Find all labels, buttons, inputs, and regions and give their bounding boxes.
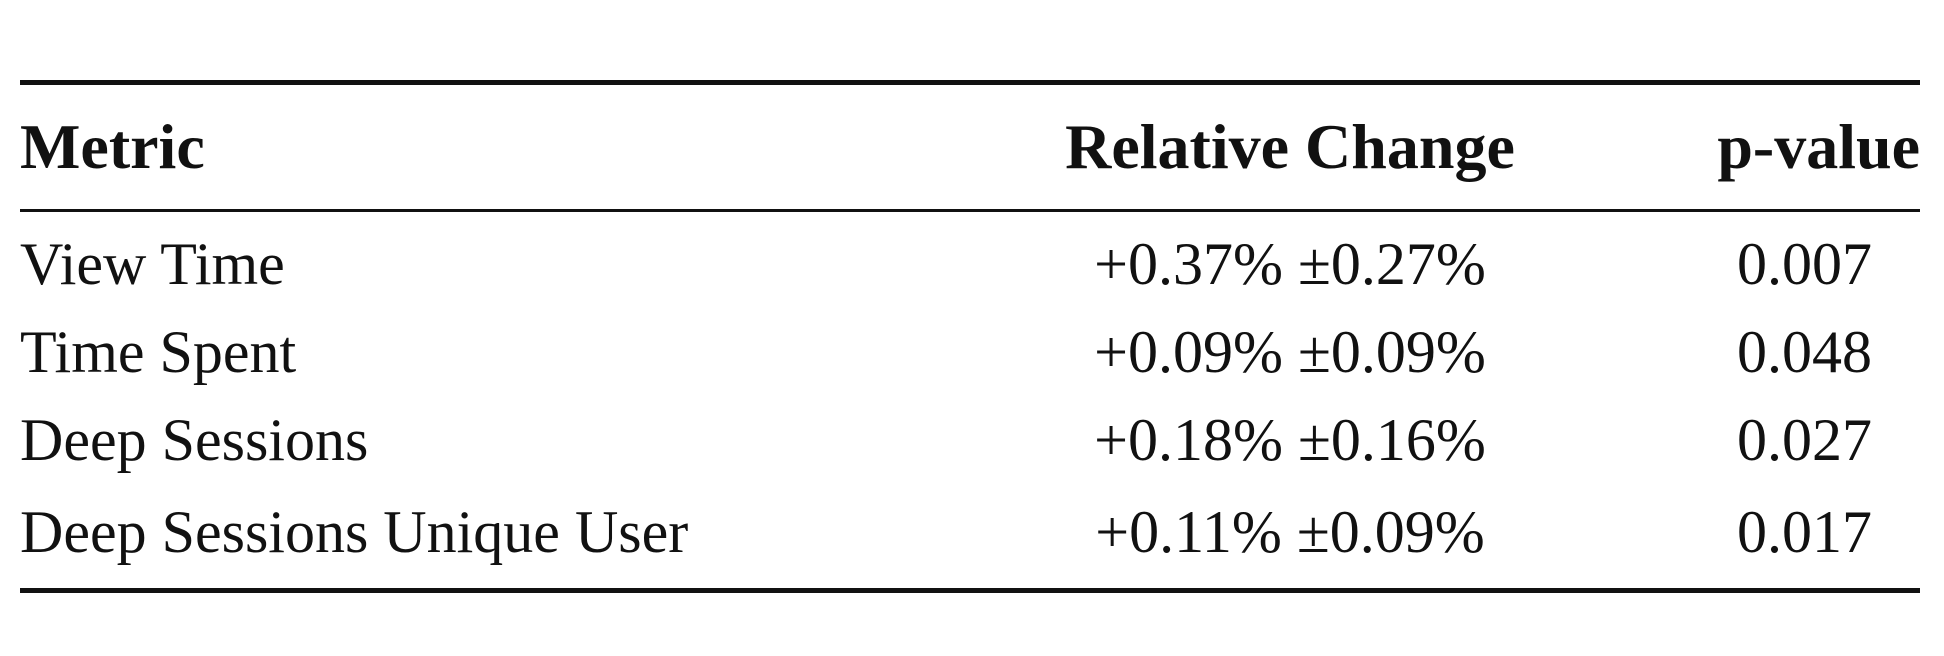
cell-metric: Deep Sessions (20, 407, 369, 473)
cell-relative-change: +0.37% ±0.27% (1094, 231, 1486, 297)
table-row: Deep Sessions Unique User +0.11% ±0.09% … (20, 484, 1920, 591)
table-row: Time Spent +0.09% ±0.09% 0.048 (20, 308, 1920, 396)
header-p-value: p-value (1717, 111, 1920, 182)
cell-p-value: 0.007 (1737, 231, 1872, 297)
cell-metric: View Time (20, 231, 285, 297)
cell-metric: Time Spent (20, 319, 297, 385)
table-header: Metric Relative Change p-value (20, 82, 1920, 211)
header-relative-change: Relative Change (1065, 111, 1515, 182)
cell-p-value: 0.027 (1737, 407, 1872, 473)
cell-relative-change: +0.11% ±0.09% (1095, 499, 1485, 565)
cell-p-value: 0.017 (1737, 499, 1872, 565)
cell-relative-change: +0.18% ±0.16% (1094, 407, 1486, 473)
header-row: Metric Relative Change p-value (20, 82, 1920, 211)
results-table-container: Metric Relative Change p-value View Time… (20, 80, 1920, 593)
cell-metric: Deep Sessions Unique User (20, 499, 689, 565)
table-body: View Time +0.37% ±0.27% 0.007 Time Spent… (20, 211, 1920, 591)
cell-relative-change: +0.09% ±0.09% (1094, 319, 1486, 385)
cell-p-value: 0.048 (1737, 319, 1872, 385)
table-row: Deep Sessions +0.18% ±0.16% 0.027 (20, 396, 1920, 484)
header-metric: Metric (20, 111, 205, 182)
results-table: Metric Relative Change p-value View Time… (20, 80, 1920, 593)
table-row: View Time +0.37% ±0.27% 0.007 (20, 211, 1920, 309)
